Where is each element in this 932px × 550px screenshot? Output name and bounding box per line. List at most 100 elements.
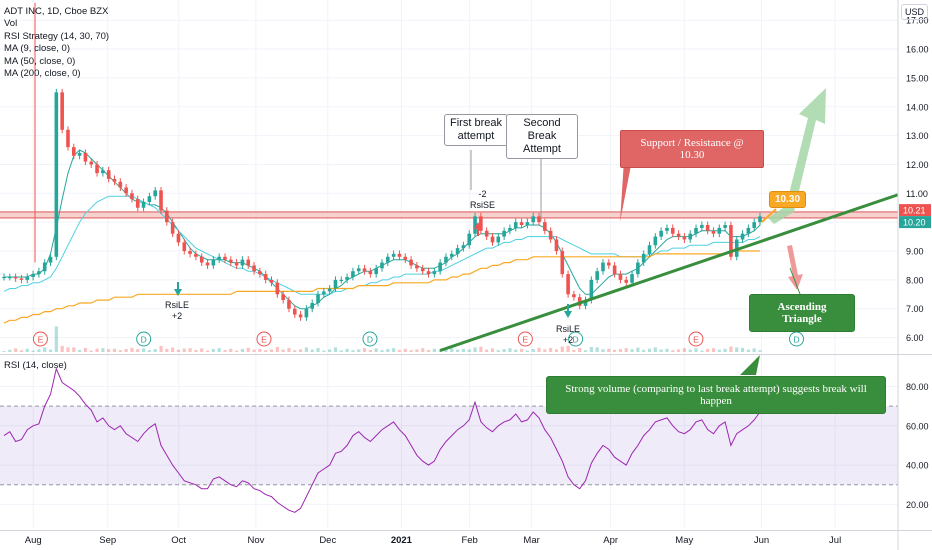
volume-bar <box>362 348 367 352</box>
candle-body <box>612 265 617 275</box>
candle-body <box>240 259 245 266</box>
time-tick-label: Mar <box>523 535 539 546</box>
candle-body <box>601 262 605 272</box>
volume-bar <box>549 348 553 352</box>
volume-bar <box>298 349 303 352</box>
earnings-marker <box>688 331 704 347</box>
volume-bar <box>531 349 535 352</box>
legend-volume[interactable]: Vol <box>4 18 18 30</box>
time-tick-label: Apr <box>603 535 618 546</box>
candle-body <box>624 279 629 283</box>
volume-bar <box>560 346 564 352</box>
candle-body <box>729 225 733 257</box>
volume-bar <box>200 348 204 352</box>
candle-body <box>473 216 477 234</box>
volume-bar <box>287 348 291 352</box>
candle-body <box>71 147 76 156</box>
candles <box>2 88 762 321</box>
second-break-callout[interactable]: Second Break Attempt <box>506 114 578 159</box>
target-price-label[interactable]: 10.30 <box>769 191 807 208</box>
candle-body <box>647 245 652 254</box>
candle-body <box>572 294 576 298</box>
candle-body <box>415 265 419 269</box>
volume-bar <box>502 349 506 352</box>
volume-bar <box>310 349 314 352</box>
rsise-arrow <box>474 222 482 236</box>
candle-body <box>351 271 355 277</box>
volume-bar <box>386 349 390 352</box>
candle-body <box>705 225 710 231</box>
candle-body <box>700 225 704 228</box>
volume-bar <box>758 350 762 352</box>
signal-value: +2 <box>562 335 574 345</box>
volume-bar <box>537 347 541 352</box>
candle-body <box>159 190 163 211</box>
candle-body <box>258 271 262 275</box>
time-tick-label: Oct <box>171 535 186 546</box>
volume-bar <box>136 349 140 352</box>
volume-bar <box>316 348 320 352</box>
candle-body <box>519 222 524 226</box>
signal-label: RsiLE <box>556 324 581 334</box>
first-break-callout[interactable]: First break attempt <box>444 114 508 146</box>
volume-note-callout[interactable]: Strong volume (comparing to last break a… <box>546 376 886 414</box>
legend-rsi-strategy[interactable]: RSI Strategy (14, 30, 70) <box>4 30 110 42</box>
volume-bar <box>409 350 413 352</box>
candle-body <box>752 222 756 228</box>
volume-bar <box>322 350 326 352</box>
candle-body <box>345 276 349 280</box>
volume-note-stem <box>740 355 760 375</box>
candle-body <box>135 199 140 208</box>
volume-bar <box>729 346 733 352</box>
volume-bar <box>66 347 70 352</box>
earnings-marker <box>256 331 272 347</box>
volume-bar <box>566 345 570 352</box>
legend-ma9[interactable]: MA (9, close, 0) <box>4 43 70 55</box>
volume-bar <box>589 347 593 352</box>
candle-body <box>607 262 611 266</box>
volume-bars <box>2 326 762 352</box>
candle-body <box>298 314 303 318</box>
volume-bar <box>450 348 454 352</box>
ascending-triangle-label[interactable]: Ascending Triangle <box>749 294 855 332</box>
candle-body <box>8 276 12 279</box>
price-tick-label: 16.00 <box>906 45 929 55</box>
candle-body <box>25 276 30 280</box>
candle-body <box>630 274 634 283</box>
candle-body <box>275 282 280 295</box>
candle-body <box>229 259 233 263</box>
candle-body <box>60 92 64 130</box>
volume-bar <box>740 347 745 352</box>
candle-body <box>153 190 157 197</box>
volume-bar <box>671 350 675 352</box>
candle-body <box>676 233 681 237</box>
currency-button[interactable]: USD <box>900 4 928 20</box>
symbol-title[interactable]: ADT INC, 1D, Cboe BZX <box>4 6 109 17</box>
volume-bar <box>31 350 35 352</box>
price-tick-label: 13.00 <box>906 131 929 141</box>
rsi-pane-title[interactable]: RSI (14, close) <box>4 360 67 371</box>
volume-bar <box>223 350 227 352</box>
volume-bar <box>746 349 750 352</box>
volume-bar <box>264 350 268 352</box>
candle-body <box>106 170 111 179</box>
candle-body <box>711 230 716 234</box>
candle-body <box>333 279 338 289</box>
triangle-label-stem <box>789 267 801 295</box>
candle-body <box>83 152 88 162</box>
price-tick-label: 9.00 <box>906 247 924 257</box>
price-tick-label: 17.00 <box>906 16 929 26</box>
candle-body <box>717 227 722 234</box>
support-resistance-callout[interactable]: Support / Resistance @ 10.30 <box>620 130 764 168</box>
candle-body <box>327 288 332 292</box>
legend-ma50[interactable]: MA (50, close, 0) <box>4 55 76 67</box>
volume-bar <box>415 349 419 352</box>
ma-line-200 <box>3 250 760 324</box>
candle-body <box>66 129 70 148</box>
volume-bar <box>711 348 716 352</box>
rsi-tick-label: 60.00 <box>906 421 929 431</box>
rsi-tick-label: 40.00 <box>906 461 929 471</box>
legend-ma200[interactable]: MA (200, close, 0) <box>4 68 81 80</box>
dividend-marker-label: D <box>367 335 373 345</box>
